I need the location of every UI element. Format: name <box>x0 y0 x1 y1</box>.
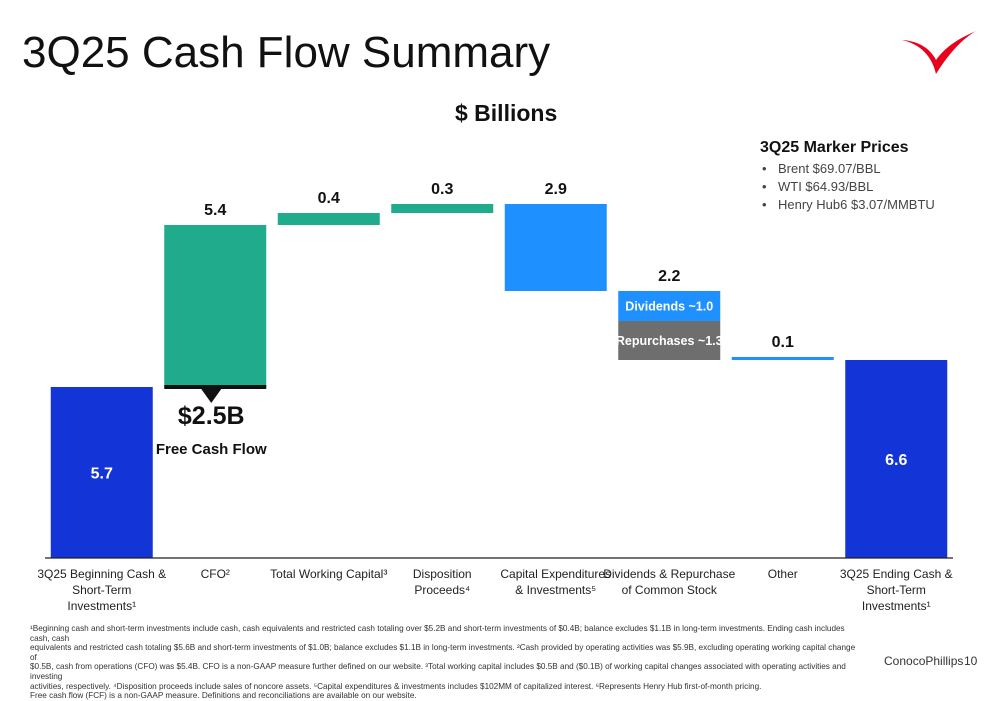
marker-prices-panel: 3Q25 Marker Prices • Brent $69.07/BBL • WT… <box>760 139 990 214</box>
page-number: 10 <box>964 654 978 668</box>
footnote-line: activities, respectively. ⁴Disposition p… <box>30 681 762 691</box>
waterfall-bar <box>277 213 380 225</box>
data-label: 6.6 <box>885 452 907 469</box>
x-tick-label: Capital Expenditures <box>500 567 611 581</box>
waterfall-bar-segment <box>618 291 721 321</box>
x-tick-label: Other <box>768 567 798 581</box>
waterfall-bar-segment <box>618 321 721 360</box>
company-name: ConocoPhillips <box>884 654 964 668</box>
data-label: 0.4 <box>318 190 340 207</box>
waterfall-bar <box>504 204 607 291</box>
data-label: 0.3 <box>431 181 453 198</box>
footnote-line: equivalents and restricted cash totaling… <box>30 643 856 662</box>
marker-price-item: • WTI $64.93/BBL <box>762 179 874 194</box>
x-tick-label: Investments¹ <box>862 599 931 613</box>
data-label: 2.2 <box>658 268 680 285</box>
waterfall-bar <box>731 357 834 360</box>
page-title: 3Q25 Cash Flow Summary <box>22 28 551 77</box>
footnotes: ¹Beginning cash and short-term investmen… <box>30 624 860 701</box>
marker-price-item: • Henry Hub6 $3.07/MMBTU <box>762 197 935 212</box>
x-tick-label: of Common Stock <box>622 583 718 597</box>
chart-units-title: $ Billions <box>455 100 558 126</box>
fcf-value: $2.5B <box>178 402 245 430</box>
marker-price-item: • Brent $69.07/BBL <box>762 161 881 176</box>
x-tick-label: & Investments⁵ <box>515 583 596 597</box>
data-label: 2.9 <box>545 181 567 198</box>
waterfall-chart: 5.7 3Q25 Beginning Cash & Short-Term Invest… <box>37 181 953 613</box>
x-tick-label: Investments¹ <box>67 599 136 613</box>
x-tick-label: Dividends & Repurchase <box>603 567 735 581</box>
x-tick-label: Proceeds⁴ <box>414 583 470 597</box>
data-label: 0.1 <box>772 334 794 351</box>
x-tick-label: Disposition <box>413 567 472 581</box>
marker-price-text: Brent $69.07/BBL <box>778 161 881 176</box>
waterfall-bar <box>391 204 494 213</box>
footnote-line: ¹Beginning cash and short-term investmen… <box>30 624 845 643</box>
footnote-line: $0.5B, cash from operations (CFO) was $5… <box>30 662 846 681</box>
segment-label: Repurchases ~1.3 <box>616 334 723 348</box>
waterfall-bar <box>164 225 267 387</box>
footnote-line: Free cash flow (FCF) is a non-GAAP measu… <box>30 691 417 701</box>
data-label: 5.7 <box>91 466 113 483</box>
marker-prices-title: 3Q25 Marker Prices <box>760 139 909 156</box>
x-tick-label: 3Q25 Ending Cash & <box>840 567 953 581</box>
x-tick-label: 3Q25 Beginning Cash & <box>37 567 166 581</box>
marker-price-text: Henry Hub6 $3.07/MMBTU <box>778 197 935 212</box>
waterfall-bar <box>845 360 948 558</box>
segment-label: Dividends ~1.0 <box>625 300 713 314</box>
data-label: 5.4 <box>204 202 226 219</box>
conocophillips-wing-logo <box>902 31 976 74</box>
x-tick-label: Short-Term <box>867 583 926 597</box>
fcf-pointer-icon <box>201 389 222 403</box>
x-tick-label: CFO² <box>201 567 230 581</box>
waterfall-bar <box>50 387 153 558</box>
fcf-label: Free Cash Flow <box>156 441 267 458</box>
x-tick-label: Total Working Capital³ <box>270 567 387 581</box>
fcf-marker-line <box>164 385 267 389</box>
marker-price-text: WTI $64.93/BBL <box>778 179 874 194</box>
x-tick-label: Short-Term <box>72 583 131 597</box>
